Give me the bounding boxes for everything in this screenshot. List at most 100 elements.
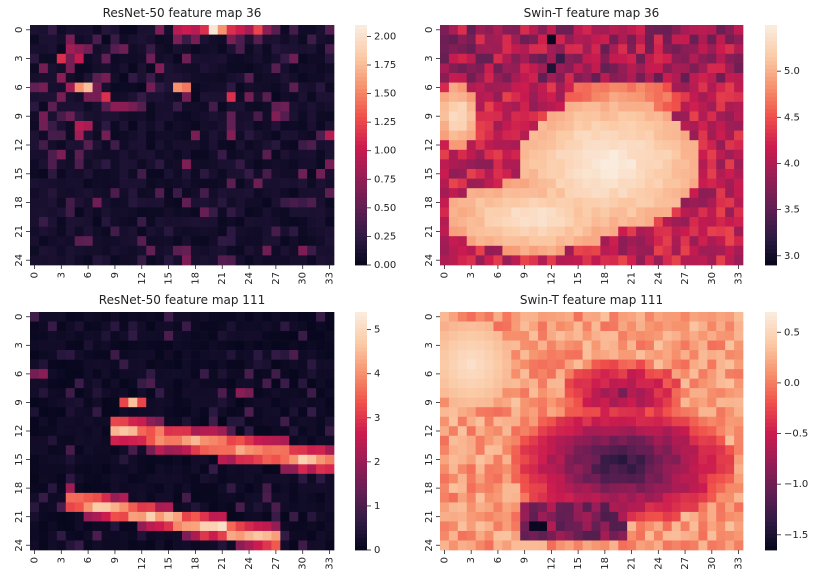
heatmap-cell: [627, 169, 637, 179]
colorbar-segment: [355, 411, 367, 416]
heatmap-cell: [707, 359, 717, 370]
heatmap-cell: [235, 416, 245, 427]
heatmap-cell: [83, 511, 93, 522]
heatmap-cell: [217, 53, 228, 64]
colorbar-segment: [355, 514, 367, 519]
heatmap-cell: [475, 101, 485, 112]
heatmap-cell: [208, 236, 219, 247]
heatmap-cell: [137, 92, 147, 103]
heatmap-cell: [484, 207, 494, 218]
heatmap-cell: [119, 63, 129, 74]
heatmap-cell: [502, 378, 512, 389]
heatmap-cell: [698, 502, 708, 513]
heatmap-cell: [671, 540, 681, 551]
heatmap-cell: [83, 473, 93, 484]
heatmap-cell: [253, 397, 263, 408]
heatmap-cell: [546, 34, 557, 45]
heatmap-cell: [128, 44, 138, 55]
heatmap-cell: [484, 255, 494, 266]
heatmap-cell: [74, 483, 84, 494]
colorbar-segment: [765, 466, 777, 472]
heatmap-cell: [466, 492, 476, 503]
heatmap-cell: [253, 121, 263, 131]
heatmap-cell: [235, 521, 245, 532]
heatmap-cell: [280, 426, 290, 437]
colorbar-segment: [765, 355, 777, 360]
heatmap-cell: [208, 454, 219, 465]
heatmap-cell: [591, 34, 601, 45]
heatmap-cell: [484, 426, 494, 437]
heatmap-cell: [182, 207, 192, 218]
heatmap-cell: [600, 426, 610, 437]
heatmap-cell: [298, 483, 308, 494]
heatmap-cell: [555, 340, 566, 351]
colorbar-segment: [765, 434, 777, 440]
heatmap-cell: [316, 207, 326, 218]
heatmap-cell: [110, 359, 120, 370]
heatmap-cell: [466, 331, 476, 341]
x-tick-label: 30: [298, 557, 309, 570]
heatmap-cell: [618, 226, 628, 237]
heatmap-cell: [92, 159, 102, 170]
heatmap-cell: [609, 217, 619, 227]
heatmap-cell: [734, 492, 744, 503]
heatmap-cell: [47, 378, 58, 389]
heatmap-cell: [734, 416, 744, 427]
heatmap-cell: [65, 530, 76, 541]
heatmap-cell: [707, 197, 717, 208]
heatmap-cell: [689, 140, 699, 151]
heatmap-cell: [511, 397, 521, 408]
heatmap-cell: [636, 82, 646, 93]
heatmap-cell: [538, 53, 548, 64]
heatmap-cell: [83, 140, 93, 151]
heatmap-cell: [110, 540, 120, 551]
heatmap-cell: [253, 321, 263, 332]
heatmap-cell: [83, 426, 93, 437]
heatmap-cell: [155, 92, 165, 103]
heatmap-cell: [653, 416, 664, 427]
heatmap-cell: [92, 101, 102, 112]
heatmap-cell: [182, 53, 192, 64]
heatmap-cell: [591, 359, 601, 370]
heatmap-cell: [208, 101, 219, 112]
heatmap-cell: [582, 407, 592, 418]
heatmap-cell: [529, 101, 539, 112]
heatmap-cell: [164, 34, 174, 45]
heatmap-cell: [155, 140, 165, 151]
heatmap-cell: [644, 73, 655, 83]
heatmap-cell: [582, 82, 592, 93]
colorbar-segment: [355, 494, 367, 499]
heatmap-cell: [182, 464, 192, 475]
heatmap-cell: [609, 397, 619, 408]
heatmap-cell: [680, 101, 690, 112]
heatmap-cell: [199, 111, 210, 122]
heatmap-cell: [110, 25, 120, 35]
heatmap-cell: [271, 188, 281, 199]
heatmap-cell: [662, 350, 673, 360]
heatmap-cell: [627, 34, 637, 45]
heatmap-cell: [38, 34, 49, 45]
heatmap-cell: [235, 454, 245, 465]
heatmap-cell: [110, 312, 120, 322]
heatmap-cell: [307, 255, 317, 266]
heatmap-cell: [689, 369, 699, 379]
heatmap-cell: [65, 388, 76, 399]
heatmap-cell: [627, 511, 637, 522]
heatmap-cell: [226, 73, 236, 83]
heatmap-cell: [689, 416, 699, 427]
heatmap-cell: [627, 236, 637, 247]
heatmap-cell: [555, 82, 566, 93]
heatmap-cell: [644, 359, 655, 370]
heatmap-cell: [591, 63, 601, 74]
heatmap-cell: [253, 340, 263, 351]
heatmap-cell: [511, 197, 521, 208]
y-tick-label: 12: [14, 139, 25, 152]
heatmap-cell: [484, 245, 494, 256]
heatmap-cell: [582, 321, 592, 332]
heatmap-cell: [520, 53, 530, 64]
heatmap-cell: [325, 159, 335, 170]
heatmap-cell: [262, 226, 272, 237]
heatmap-cell: [680, 511, 690, 522]
heatmap-cell: [208, 63, 219, 74]
heatmap-cell: [316, 82, 326, 93]
